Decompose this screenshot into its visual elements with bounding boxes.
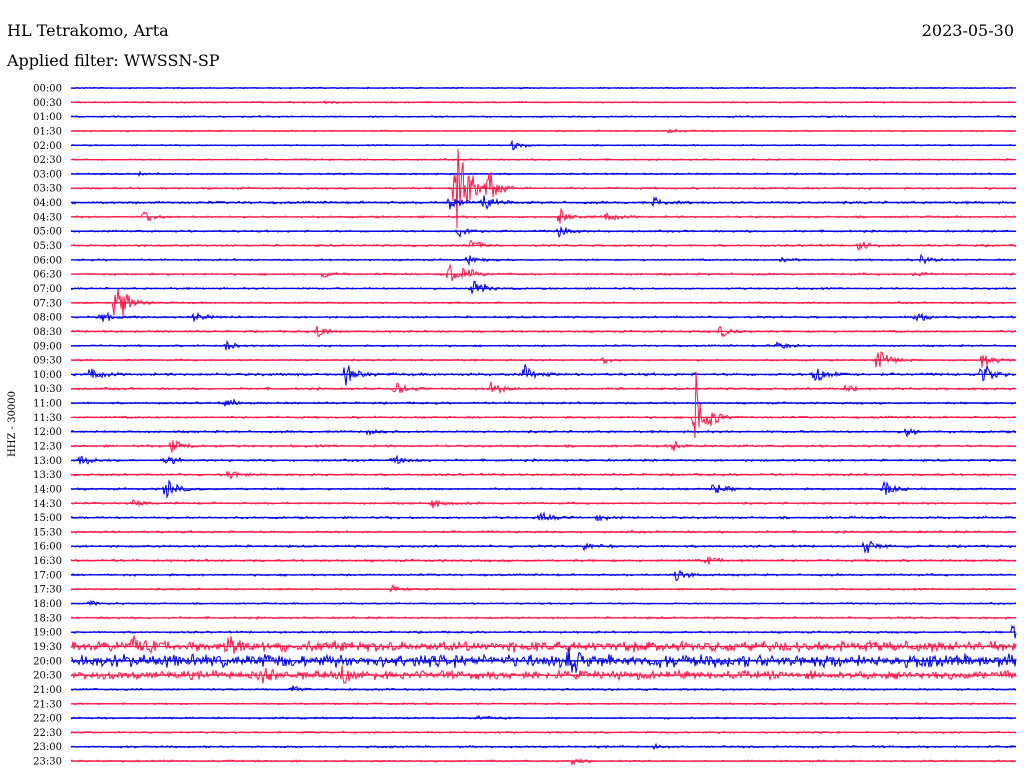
time-tick-label: 10:30 bbox=[33, 384, 62, 395]
channel-axis-label: HHZ - 30000 bbox=[7, 391, 18, 457]
time-tick-label: 18:00 bbox=[33, 599, 62, 610]
time-tick-label: 12:00 bbox=[33, 427, 62, 438]
trace-row-1200 bbox=[70, 427, 1017, 438]
time-tick-label: 10:00 bbox=[33, 370, 62, 381]
time-tick-label: 12:30 bbox=[33, 442, 62, 453]
trace-row-1430 bbox=[70, 499, 1017, 509]
time-tick-label: 07:00 bbox=[33, 284, 62, 295]
seismic-traces bbox=[70, 86, 1017, 766]
time-tick-label: 05:00 bbox=[33, 227, 62, 238]
time-tick-label: 01:30 bbox=[33, 126, 62, 137]
trace-row-1130 bbox=[70, 371, 1017, 439]
time-tick-label: 04:00 bbox=[33, 198, 62, 209]
trace-row-0630 bbox=[70, 263, 1017, 282]
trace-row-1600 bbox=[70, 540, 1017, 554]
time-tick-label: 06:00 bbox=[33, 255, 62, 266]
time-tick-labels: 00:00 00:30 01:00 01:30 02:00 02:30 03:00 03:30… bbox=[33, 84, 62, 768]
time-tick-label: 22:00 bbox=[33, 714, 62, 725]
time-tick-label: 23:30 bbox=[33, 757, 62, 768]
time-tick-label: 11:30 bbox=[33, 413, 62, 424]
time-tick-label: 17:30 bbox=[33, 585, 62, 596]
channel-label-group: HHZ - 30000 bbox=[7, 391, 18, 457]
time-tick-label: 01:00 bbox=[33, 112, 62, 123]
time-tick-label: 03:00 bbox=[33, 169, 62, 180]
time-tick-label: 17:00 bbox=[33, 570, 62, 581]
trace-row-1730 bbox=[70, 584, 1017, 593]
time-tick-label: 21:30 bbox=[33, 699, 62, 710]
time-tick-label: 19:00 bbox=[33, 628, 62, 639]
trace-row-0500 bbox=[70, 225, 1017, 239]
time-tick-label: 15:30 bbox=[33, 527, 62, 538]
time-tick-label: 18:30 bbox=[33, 613, 62, 624]
time-tick-label: 00:00 bbox=[33, 84, 62, 95]
time-tick-label: 07:30 bbox=[33, 298, 62, 309]
time-tick-label: 09:00 bbox=[33, 341, 62, 352]
trace-row-1500 bbox=[70, 511, 1017, 523]
record-date: 2023-05-30 bbox=[921, 21, 1014, 40]
time-tick-label: 19:30 bbox=[33, 642, 62, 653]
trace-row-2000 bbox=[70, 647, 1017, 673]
time-tick-label: 06:30 bbox=[33, 270, 62, 281]
trace-row-0700 bbox=[70, 280, 1017, 294]
time-tick-label: 14:00 bbox=[33, 484, 62, 495]
trace-row-2330 bbox=[70, 757, 1017, 766]
time-tick-label: 16:30 bbox=[33, 556, 62, 567]
time-tick-label: 20:30 bbox=[33, 671, 62, 682]
time-tick-label: 04:30 bbox=[33, 212, 62, 223]
station-title: HL Tetrakomo, Arta bbox=[7, 21, 169, 40]
time-tick-label: 08:00 bbox=[33, 313, 62, 324]
trace-row-2100 bbox=[70, 685, 1017, 693]
time-tick-label: 02:30 bbox=[33, 155, 62, 166]
time-tick-label: 08:30 bbox=[33, 327, 62, 338]
time-tick-label: 14:30 bbox=[33, 499, 62, 510]
time-tick-label: 22:30 bbox=[33, 728, 62, 739]
trace-row-1030 bbox=[71, 381, 1017, 395]
time-tick-label: 05:30 bbox=[33, 241, 62, 252]
trace-row-1930 bbox=[70, 635, 1017, 655]
applied-filter-label: Applied filter: WWSSN-SP bbox=[7, 51, 220, 70]
time-tick-label: 16:00 bbox=[33, 542, 62, 553]
time-tick-label: 03:30 bbox=[33, 184, 62, 195]
trace-row-1700 bbox=[70, 569, 1016, 582]
time-tick-label: 21:00 bbox=[33, 685, 62, 696]
time-tick-label: 00:30 bbox=[33, 98, 62, 109]
time-tick-label: 09:30 bbox=[33, 356, 62, 367]
time-tick-label: 02:00 bbox=[33, 141, 62, 152]
time-tick-label: 15:00 bbox=[33, 513, 62, 524]
time-tick-label: 13:30 bbox=[33, 470, 62, 481]
time-tick-label: 23:00 bbox=[33, 742, 62, 753]
time-tick-label: 13:00 bbox=[33, 456, 62, 467]
time-tick-label: 20:00 bbox=[33, 656, 62, 667]
time-tick-label: 11:00 bbox=[33, 399, 62, 410]
